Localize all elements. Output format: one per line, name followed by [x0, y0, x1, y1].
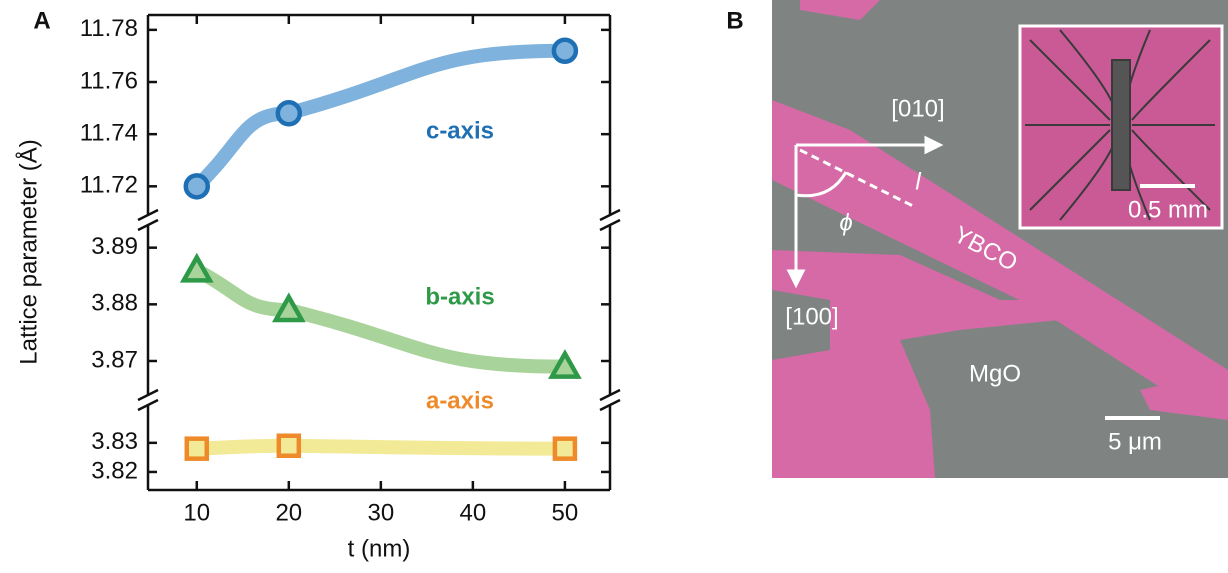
y-tick-label: 11.78 [80, 15, 138, 42]
x-tick-label: 30 [367, 499, 394, 526]
plot-area: 11.72 11.74 11.76 11.78 3.87 3.88 3.89 3.823.83… [80, 15, 620, 526]
x-tick-label: 20 [275, 499, 302, 526]
y-tick-label: 3.89 [91, 233, 138, 260]
series-label: a-axis [426, 387, 494, 414]
panel-label: B [726, 7, 743, 34]
direction-label: [100] [785, 303, 838, 330]
series-line [197, 446, 565, 449]
marker [186, 175, 208, 197]
scale-label: 5 μm [1108, 428, 1162, 455]
y-tick-label: 11.74 [80, 120, 138, 147]
marker [187, 439, 207, 459]
micrograph: 0.5 mm [010] [100] l ϕ YBCO MgO 5 μm [772, 0, 1228, 478]
direction-label: [010] [891, 95, 944, 122]
inset-scale-label: 0.5 mm [1128, 196, 1208, 223]
y-tick-label: 11.72 [80, 172, 138, 199]
figure: A B t (nm) Lattice parameter (Å) 11.7211… [0, 0, 1228, 573]
y-tick-label: 3.88 [91, 290, 138, 317]
substrate-label: MgO [969, 360, 1021, 387]
series-line [197, 51, 565, 187]
marker [554, 40, 576, 62]
x-axis-title: t (nm) [348, 535, 411, 562]
x-tick-label: 40 [460, 499, 487, 526]
series-line [197, 270, 565, 366]
x-tick-label: 10 [183, 499, 210, 526]
y-tick-label: 3.83 [91, 428, 138, 455]
panel-label: A [33, 7, 50, 34]
y-tick-label: 11.76 [80, 67, 138, 94]
current-label: l [915, 168, 921, 195]
series-label: c-axis [426, 117, 494, 144]
marker [278, 102, 300, 124]
y-axis-title: Lattice parameter (Å) [14, 139, 42, 364]
marker [555, 439, 575, 459]
marker [279, 436, 299, 456]
angle-label: ϕ [839, 209, 852, 236]
y-tick-label: 3.82 [91, 457, 138, 484]
y-tick-label: 3.87 [91, 346, 138, 373]
x-tick-label: 50 [552, 499, 579, 526]
series-label: b-axis [425, 283, 494, 310]
